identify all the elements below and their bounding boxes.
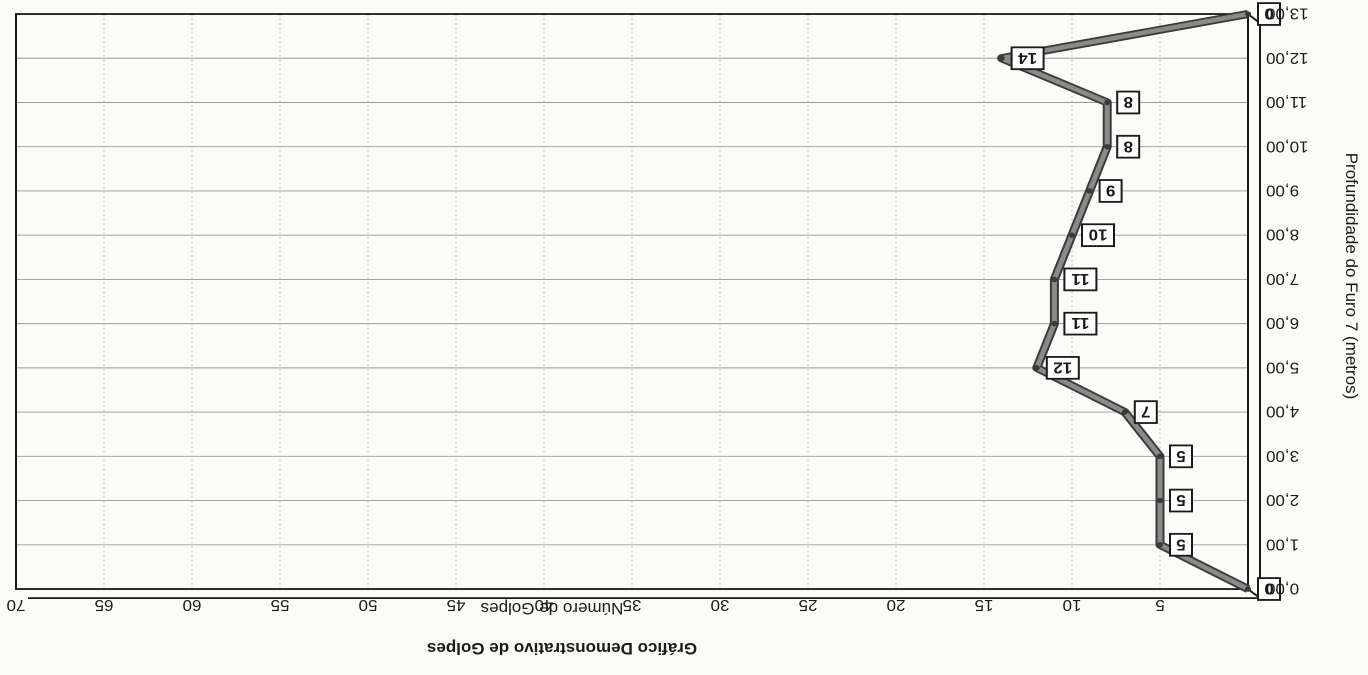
x-tick-labels: 5 10 15 20 25 30 35 40 45 50 55 60 65 70 [7, 596, 1165, 613]
data-label: 0 [1264, 5, 1273, 22]
data-label: 5 [1176, 447, 1185, 464]
data-label: 5 [1176, 536, 1185, 553]
x-tick-label: 5 [1155, 596, 1164, 613]
data-point [1245, 11, 1251, 17]
data-label-box [1045, 356, 1080, 380]
data-point [1157, 453, 1163, 460]
data-point [1157, 497, 1163, 504]
data-label-box [1169, 488, 1193, 513]
data-label: 8 [1123, 137, 1132, 154]
data-label-box [1010, 46, 1045, 71]
y-tick-label: 6,00 [1266, 314, 1299, 331]
data-label-box [1133, 400, 1158, 424]
grid-lines [15, 13, 1248, 590]
data-label-box [1098, 179, 1123, 203]
y-tick-label: 5,00 [1266, 359, 1299, 376]
y-axis-title: Profundidade do Furo 7 (metros) [1342, 153, 1361, 400]
plot-frame [15, 13, 1261, 600]
data-label-box [1081, 223, 1115, 248]
data-label: 12 [1053, 359, 1072, 376]
chart-title: Gráfico Demonstrativo de Golpes [427, 639, 697, 658]
x-tick-label: 30 [711, 596, 730, 613]
data-label-box [1169, 532, 1193, 557]
y-tick-label: 1,00 [1266, 536, 1299, 553]
data-labels: 0 5 5 5 7 12 11 11 10 9 8 8 14 0 [1010, 2, 1281, 601]
x-tick-label: 20 [887, 596, 906, 613]
x-tick-label: 45 [447, 596, 466, 613]
data-point [1033, 365, 1040, 371]
data-label-box [1116, 134, 1141, 159]
x-tick-label: 25 [799, 596, 818, 613]
data-label-box [1063, 311, 1098, 336]
x-tick-label: 55 [271, 596, 290, 613]
data-label: 11 [1071, 270, 1089, 287]
data-point [1069, 232, 1075, 238]
data-label-box [1169, 444, 1193, 469]
data-label-box [1063, 267, 1098, 292]
data-label-box [1257, 577, 1281, 601]
y-tick-label: 11,00 [1266, 93, 1307, 110]
y-tick-label: 4,00 [1266, 403, 1299, 420]
y-tick-label: 10,00 [1266, 137, 1309, 154]
data-point [1104, 99, 1111, 106]
data-point [1157, 542, 1163, 548]
y-tick-label: 12,00 [1266, 49, 1309, 66]
data-label: 0 [1264, 580, 1273, 597]
data-label-box [1116, 90, 1141, 115]
x-axis-title: Número de Golpes [481, 599, 624, 618]
data-label: 5 [1176, 491, 1185, 508]
y-tick-label: 3,00 [1266, 447, 1299, 464]
data-label: 11 [1071, 314, 1089, 331]
data-point [998, 55, 1005, 61]
data-label: 9 [1106, 182, 1115, 199]
data-point [1245, 586, 1251, 592]
y-tick-label: 8,00 [1266, 226, 1299, 243]
y-tick-label: 9,00 [1266, 182, 1299, 199]
y-tick-label: 2,00 [1266, 491, 1299, 508]
x-tick-label: 65 [95, 596, 114, 613]
x-tick-label: 10 [1063, 596, 1082, 613]
x-tick-label: 40 [535, 596, 554, 613]
y-tick-labels: 0,00 1,00 2,00 3,00 4,00 5,00 6,00 7,00 8,00 9,00… [1266, 5, 1309, 597]
x-tick-label: 50 [359, 596, 378, 613]
data-label: 8 [1123, 93, 1132, 110]
x-tick-label: 15 [975, 596, 994, 613]
y-tick-label: 0,00 [1266, 580, 1299, 597]
y-tick-label: 7,00 [1266, 270, 1299, 287]
data-point [1086, 188, 1093, 194]
x-tick-label: 60 [183, 596, 202, 613]
data-label-box [1257, 2, 1281, 26]
series-line-fill [999, 11, 1250, 592]
data-point [1051, 276, 1058, 283]
data-label: 10 [1089, 226, 1108, 243]
series-line [997, 10, 1251, 593]
data-point [1121, 409, 1128, 415]
data-label: 7 [1141, 403, 1150, 420]
x-tick-label: 35 [623, 596, 642, 613]
y-tick-label: 13,00 [1266, 5, 1309, 22]
data-point [1051, 320, 1058, 327]
data-point [1104, 143, 1111, 150]
plot-border [15, 13, 1249, 590]
data-label: 14 [1018, 49, 1037, 66]
x-tick-label: 70 [7, 596, 26, 613]
